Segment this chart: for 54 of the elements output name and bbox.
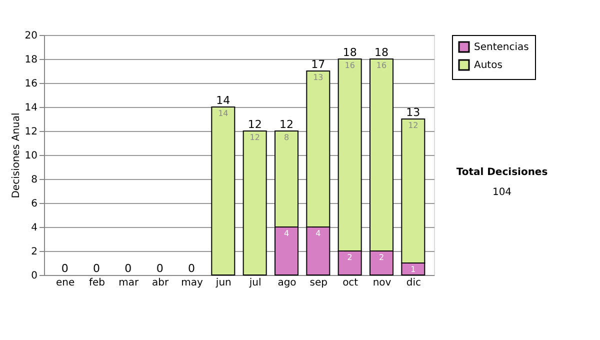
x-tick-label: oct xyxy=(342,278,358,288)
total-label: 12 xyxy=(248,118,262,131)
bar xyxy=(242,130,267,276)
total-label: 0 xyxy=(188,262,195,275)
legend-label: Autos xyxy=(474,60,502,71)
data-label: 2 xyxy=(378,253,384,262)
y-tick-label: 8 xyxy=(31,174,38,186)
x-tick-label: mar xyxy=(118,278,140,288)
bar xyxy=(211,106,236,276)
total-label: 0 xyxy=(124,262,132,275)
x-tick-label: jul xyxy=(248,278,262,288)
x-tick-label: may xyxy=(181,278,203,288)
x-tick-label: jun xyxy=(214,278,232,288)
x-tick-label: sep xyxy=(310,278,328,288)
total-label: 18 xyxy=(374,46,388,59)
total-label: 14 xyxy=(216,94,230,107)
data-label: 12 xyxy=(408,121,418,130)
text: Total Decisiones xyxy=(456,166,548,178)
x-tick-label: abr xyxy=(152,278,170,288)
legend-label: Sentencias xyxy=(474,42,529,53)
x-tick-label: ago xyxy=(278,278,296,288)
data-label: 1 xyxy=(410,265,416,274)
total-label: 13 xyxy=(406,106,420,119)
x-tick-label: ene xyxy=(56,278,75,288)
y-tick-label: 10 xyxy=(24,150,38,162)
y-tick-label: 2 xyxy=(31,246,38,258)
text: 104 xyxy=(492,186,512,198)
data-label: 16 xyxy=(344,61,355,70)
data-label: 4 xyxy=(316,229,321,238)
x-tick-label: feb xyxy=(88,278,106,288)
y-axis-title: Decisiones Anual xyxy=(10,112,22,198)
data-label: 8 xyxy=(284,133,290,142)
total-label: 12 xyxy=(280,118,294,131)
data-label: 4 xyxy=(284,229,290,238)
y-tick-label: 0 xyxy=(31,270,38,282)
data-label: 2 xyxy=(347,253,352,262)
total-label: 18 xyxy=(342,46,357,59)
y-tick-label: 16 xyxy=(24,78,38,90)
total-label: 17 xyxy=(311,58,326,71)
data-label: 14 xyxy=(218,109,228,118)
x-tick-label: dic xyxy=(406,278,421,288)
data-label: 13 xyxy=(313,73,324,82)
y-tick-label: 4 xyxy=(31,222,38,234)
y-tick-label: 20 xyxy=(24,30,38,42)
y-tick-label: 6 xyxy=(31,198,38,210)
y-tick-label: 18 xyxy=(24,54,38,66)
y-tick-label: 14 xyxy=(24,102,38,114)
y-tick-label: 12 xyxy=(24,126,38,138)
data-label: 12 xyxy=(250,133,260,142)
total-label: 0 xyxy=(93,262,100,275)
x-tick-label: nov xyxy=(372,278,392,288)
data-label: 16 xyxy=(376,61,387,70)
total-label: 0 xyxy=(61,262,68,275)
total-label: 0 xyxy=(156,262,164,275)
